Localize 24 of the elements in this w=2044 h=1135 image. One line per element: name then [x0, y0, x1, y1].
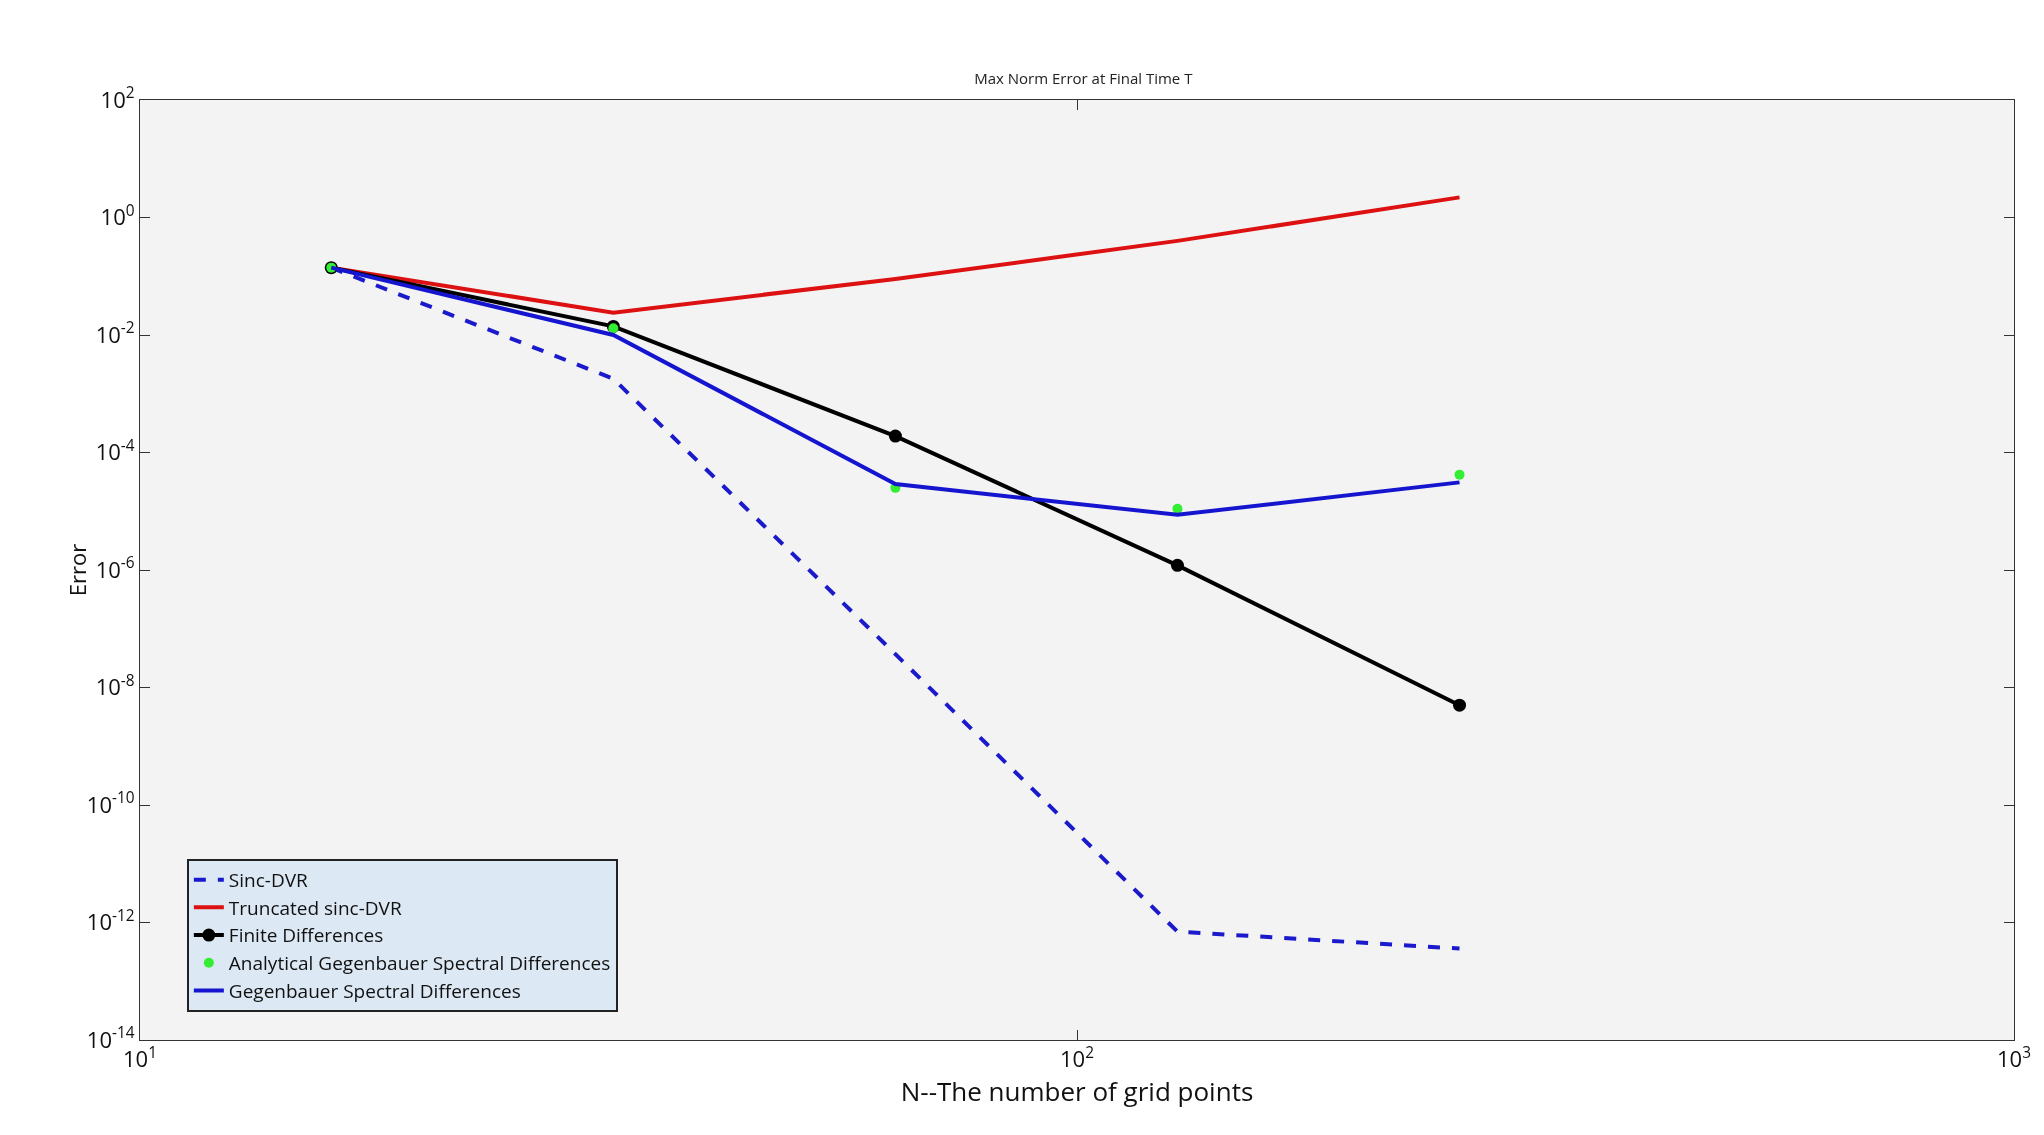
- y-tick-label: 10$^{-10}$: [86, 787, 135, 819]
- point: [1172, 503, 1183, 514]
- y-tick-label: 10$^{-6}$: [95, 552, 135, 584]
- legend-label: Truncated sinc-DVR: [228, 894, 402, 921]
- point: [1453, 698, 1467, 712]
- legend-label: Finite Differences: [228, 922, 384, 949]
- y-tick-label: 10$^{2}$: [100, 82, 135, 114]
- legend-label: Sinc-DVR: [228, 867, 309, 894]
- y-tick-label: 10$^{-4}$: [95, 434, 135, 467]
- point: [1170, 558, 1184, 572]
- x-tick-label: 10$^{3}$: [1997, 1042, 2031, 1074]
- x-tick-label: 10$^{2}$: [1060, 1042, 1094, 1074]
- point: [1454, 469, 1465, 480]
- y-tick-label: 10$^{-2}$: [95, 317, 135, 349]
- point: [608, 323, 619, 334]
- y-tick-label: 10$^{-8}$: [95, 669, 135, 702]
- x-axis-title: N--The number of grid points: [900, 1073, 1254, 1110]
- y-axis-title: Error: [62, 543, 92, 597]
- chart-title: Max Norm Error at Final Time T: [974, 68, 1194, 89]
- legend-label: Gegenbauer Spectral Differences: [228, 977, 521, 1004]
- y-tick-label: 10$^{0}$: [100, 199, 135, 232]
- y-tick-label: 10$^{-12}$: [86, 904, 135, 937]
- legend-label: Analytical Gegenbauer Spectral Differences: [228, 950, 611, 977]
- point: [888, 429, 902, 443]
